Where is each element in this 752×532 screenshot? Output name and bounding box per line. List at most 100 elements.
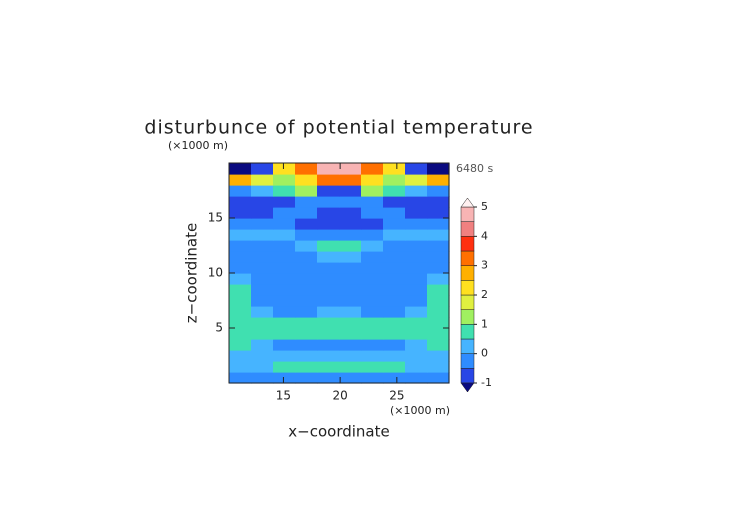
field-cell	[229, 295, 252, 307]
field-cell	[339, 372, 362, 384]
field-cell	[339, 163, 362, 175]
field-cell	[383, 339, 406, 351]
colorbar-over	[460, 197, 475, 208]
field-cell	[427, 328, 450, 340]
field-cell	[427, 207, 450, 219]
field-cell	[361, 350, 384, 362]
field-cell	[405, 317, 428, 329]
field-cell	[405, 185, 428, 197]
field-cell	[383, 328, 406, 340]
x-tick-label: 20	[332, 389, 347, 403]
field-cell	[295, 196, 318, 208]
field-cell	[405, 306, 428, 318]
colorbar-tick-label: 5	[481, 200, 488, 213]
field-cell	[339, 229, 362, 241]
field-cell	[361, 262, 384, 274]
field-cell	[317, 284, 340, 296]
field-cell	[405, 295, 428, 307]
field-cell	[317, 273, 340, 285]
field-cell	[405, 284, 428, 296]
field-cell	[317, 306, 340, 318]
field-cell	[273, 163, 296, 175]
field-cell	[361, 372, 384, 384]
field-cell	[383, 240, 406, 252]
field-cell	[251, 196, 274, 208]
field-cell	[229, 284, 252, 296]
field-cell	[317, 196, 340, 208]
field-cell	[295, 218, 318, 230]
field-cell	[405, 240, 428, 252]
field-cell	[317, 229, 340, 241]
time-label: 6480 s	[456, 162, 493, 175]
field-cell	[339, 240, 362, 252]
field-cell	[427, 174, 450, 186]
field-cell	[317, 251, 340, 263]
field-cell	[251, 262, 274, 274]
field-cell	[251, 328, 274, 340]
field-cell	[427, 284, 450, 296]
colorbar-band	[460, 221, 475, 237]
field-cell	[273, 207, 296, 219]
field-cell	[427, 350, 450, 362]
field-cell	[361, 185, 384, 197]
field-cell	[361, 218, 384, 230]
colorbar-band	[460, 353, 475, 369]
field-cell	[251, 218, 274, 230]
field-cell	[383, 361, 406, 373]
field-cell	[405, 207, 428, 219]
field-cell	[295, 317, 318, 329]
field-cell	[405, 328, 428, 340]
field-cell	[361, 240, 384, 252]
field-cell	[273, 174, 296, 186]
field-cell	[295, 273, 318, 285]
colorbar-band	[460, 265, 475, 281]
field-cell	[405, 361, 428, 373]
field-cell	[427, 273, 450, 285]
field-cell	[427, 185, 450, 197]
field-cell	[339, 207, 362, 219]
field-cell	[251, 372, 274, 384]
field-cell	[383, 350, 406, 362]
field-cell	[383, 284, 406, 296]
field-cell	[273, 240, 296, 252]
field-cell	[405, 339, 428, 351]
field-cell	[383, 262, 406, 274]
field-cell	[317, 185, 340, 197]
field-cell	[361, 284, 384, 296]
x-tick-label: 15	[276, 389, 291, 403]
field-cell	[251, 273, 274, 285]
field-cell	[229, 339, 252, 351]
field-cell	[251, 185, 274, 197]
field-cell	[339, 361, 362, 373]
field-cell	[317, 295, 340, 307]
field-cell	[229, 207, 252, 219]
field-cell	[317, 328, 340, 340]
field-cell	[405, 218, 428, 230]
field-cell	[295, 339, 318, 351]
field-cell	[273, 196, 296, 208]
field-cell	[317, 218, 340, 230]
field-cell	[339, 273, 362, 285]
field-cell	[339, 350, 362, 362]
field-cell	[229, 317, 252, 329]
field-cell	[229, 163, 252, 175]
field-cell	[295, 251, 318, 263]
colorbar-under	[460, 382, 475, 393]
field-cell	[383, 251, 406, 263]
field-cell	[229, 262, 252, 274]
field-cell	[361, 163, 384, 175]
field-cell	[229, 350, 252, 362]
field-cell	[427, 229, 450, 241]
field-cell	[229, 361, 252, 373]
field-cell	[361, 339, 384, 351]
field-cell	[251, 240, 274, 252]
field-cell	[251, 174, 274, 186]
field-cell	[383, 372, 406, 384]
field-cell	[251, 306, 274, 318]
colorbar-band	[460, 338, 475, 354]
field-cell	[361, 295, 384, 307]
field-cell	[295, 295, 318, 307]
colorbar-band	[460, 280, 475, 296]
field-cell	[229, 185, 252, 197]
field-cell	[427, 295, 450, 307]
